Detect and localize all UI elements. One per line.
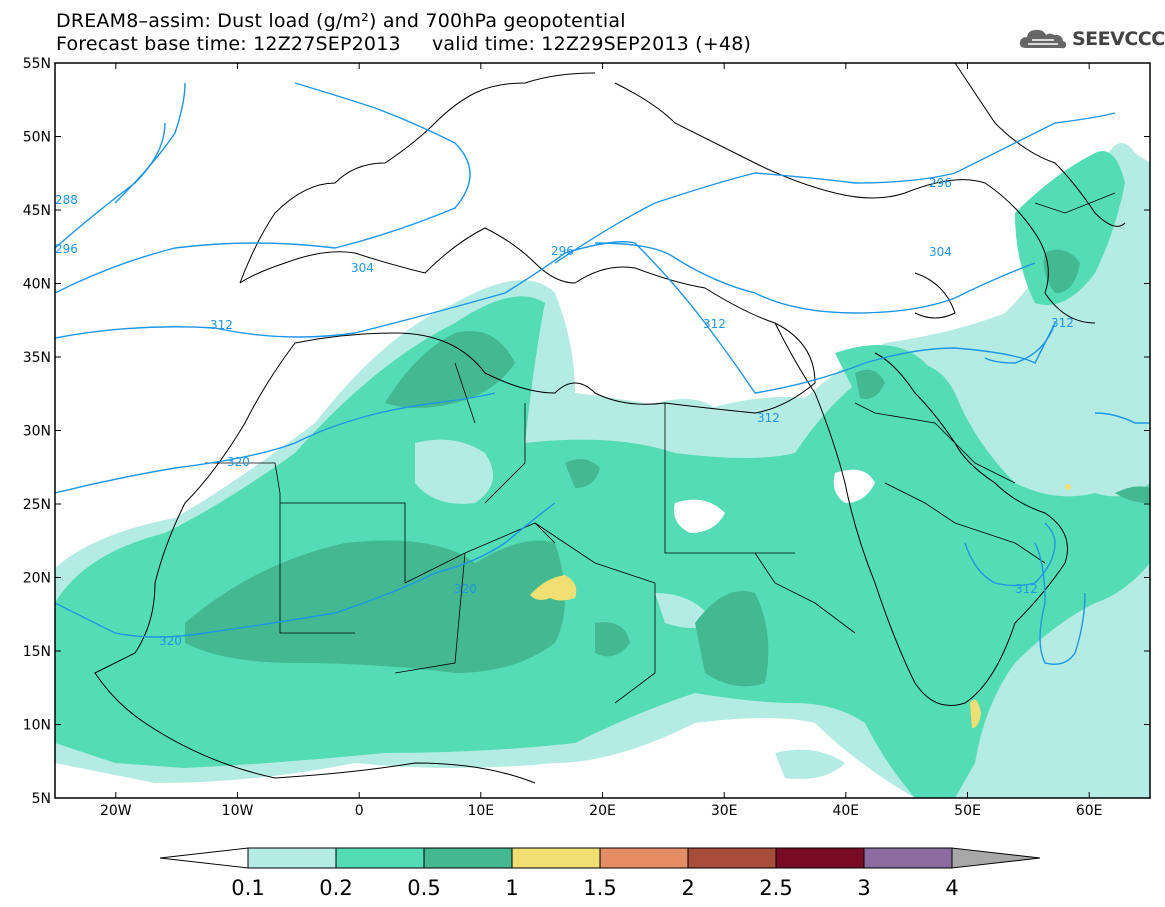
colorbar-swatch bbox=[775, 847, 865, 869]
lat-label: 15N bbox=[23, 644, 51, 660]
colorbar-label: 1 bbox=[505, 876, 518, 900]
contour-label: 296 bbox=[55, 242, 78, 256]
lat-label: 20N bbox=[23, 571, 51, 587]
cloud-icon bbox=[1019, 29, 1067, 49]
lat-label: 40N bbox=[23, 277, 51, 293]
colorbar-swatch bbox=[247, 847, 337, 869]
contour-labels: 296 304 312 320 312 320 320 312 312 312 … bbox=[55, 176, 1074, 648]
colorbar-label: 0.5 bbox=[407, 876, 440, 900]
geopotential-contours bbox=[55, 82, 1150, 665]
lon-label: 60E bbox=[1076, 803, 1103, 819]
lat-label: 35N bbox=[23, 350, 51, 366]
colorbar-label: 3 bbox=[857, 876, 870, 900]
colorbar-swatch bbox=[951, 847, 1041, 869]
colorbar-swatch bbox=[423, 847, 513, 869]
contour-label: 320 bbox=[227, 455, 250, 469]
contour-label: 312 bbox=[1051, 316, 1074, 330]
colorbar-label: 0.2 bbox=[319, 876, 352, 900]
lon-ticks bbox=[115, 63, 1090, 798]
logo-text: SEEVCCC bbox=[1072, 28, 1165, 50]
lat-label: 10N bbox=[23, 718, 51, 734]
lat-labels: 55N 50N 45N 40N 35N 30N 25N 20N 15N 10N … bbox=[23, 56, 51, 807]
seevccc-logo: SEEVCCC bbox=[1018, 26, 1165, 52]
contour-label: 296 bbox=[551, 244, 574, 258]
lon-labels: 20W 10W 0 10E 20E 30E 40E 50E 60E bbox=[100, 803, 1103, 819]
dust-band-1 bbox=[530, 484, 1071, 728]
contour-label: 296 bbox=[929, 176, 952, 190]
lat-label: 50N bbox=[23, 130, 51, 146]
contour-label: 312 bbox=[210, 318, 233, 332]
contour-label: 304 bbox=[351, 261, 374, 275]
lon-label: 20E bbox=[589, 803, 616, 819]
lat-label: 55N bbox=[23, 56, 51, 72]
contour-label: 312 bbox=[757, 411, 780, 425]
colorbar-swatch bbox=[687, 847, 777, 869]
map-title-line2: Forecast base time: 12Z27SEP2013 valid t… bbox=[56, 33, 752, 55]
dust-load-map: 296 304 312 320 312 320 320 312 312 312 … bbox=[23, 56, 1151, 819]
lon-label: 20W bbox=[100, 803, 132, 819]
colorbar-label: 2 bbox=[681, 876, 694, 900]
dust-band-02 bbox=[55, 151, 1150, 798]
colorbar-swatches bbox=[160, 847, 1041, 869]
lat-ticks bbox=[55, 62, 1150, 799]
lon-label: 10W bbox=[222, 803, 254, 819]
colorbar-swatch bbox=[863, 847, 953, 869]
colorbar-label: 1.5 bbox=[583, 876, 616, 900]
contour-label: 320 bbox=[159, 634, 182, 648]
contour-label: 304 bbox=[929, 245, 952, 259]
colorbar-swatch bbox=[599, 847, 689, 869]
lon-label: 10E bbox=[467, 803, 494, 819]
dust-colorbar: 0.1 0.2 0.5 1 1.5 2 2.5 3 4 bbox=[160, 847, 1041, 900]
colorbar-swatch bbox=[335, 847, 425, 869]
contour-label: 288 bbox=[55, 193, 78, 207]
contour-label: 312 bbox=[1015, 582, 1038, 596]
colorbar-swatch bbox=[511, 847, 601, 869]
lon-label: 30E bbox=[711, 803, 738, 819]
lon-label: 0 bbox=[355, 803, 364, 819]
contour-label: 320 bbox=[454, 582, 477, 596]
lat-label: 45N bbox=[23, 203, 51, 219]
lat-label: 25N bbox=[23, 497, 51, 513]
lat-label: 5N bbox=[32, 791, 51, 807]
lat-label: 30N bbox=[23, 424, 51, 440]
map-title-line1: DREAM8–assim: Dust load (g/m²) and 700hP… bbox=[56, 10, 626, 32]
colorbar-label: 4 bbox=[945, 876, 958, 900]
colorbar-label: 2.5 bbox=[759, 876, 792, 900]
colorbar-labels: 0.1 0.2 0.5 1 1.5 2 2.5 3 4 bbox=[231, 876, 958, 900]
lon-label: 50E bbox=[954, 803, 981, 819]
colorbar-label: 0.1 bbox=[231, 876, 264, 900]
country-borders bbox=[205, 192, 1116, 704]
contour-label: 312 bbox=[703, 317, 726, 331]
colorbar-swatch bbox=[160, 847, 249, 869]
lon-label: 40E bbox=[832, 803, 859, 819]
